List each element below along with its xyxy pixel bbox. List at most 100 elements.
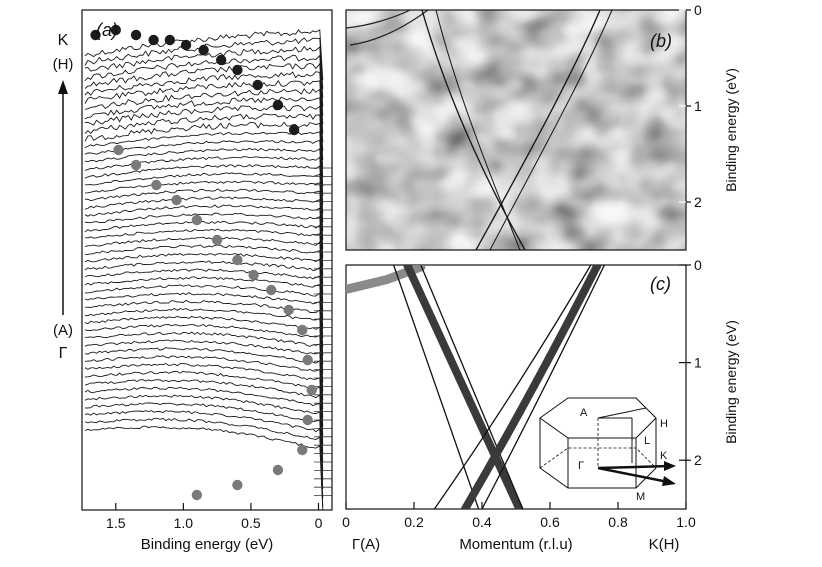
panel-a-x-tick-label: 1.5 [106,515,126,531]
panel-a-spectrum-curve [84,172,324,232]
panel-c-y-ticks: 0 1 2 [679,257,702,468]
panel-a-grey-dot [191,489,203,501]
panel-a-spectrum-curve [84,220,324,285]
panel-a-dispersion-dots [90,24,317,501]
panel-a-spectrum-curve [84,212,324,276]
panel-a-grey-dot [211,234,223,246]
bz-arrow-m [597,466,669,484]
panel-a-x-tick-label: 1.0 [174,515,194,531]
panel-a-spectrum-curve [84,260,324,330]
panel-a-spectrum-curve [84,370,324,454]
panel-a-spectrum-curve [85,228,324,294]
panel-a-x-tick-label: 0 [315,515,323,531]
panel-a-grey-dot [297,444,308,456]
panel-a-grey-dot [297,324,308,336]
panel-a: 1.5 1.0 0.5 0 (a) Binding energy (eV) K (H)… [53,9,333,553]
panel-a-spectrum-curve [84,253,324,321]
panel-a-dark-dot [288,124,300,136]
panel-a-dark-dot [180,39,192,51]
panel-a-label: (a) [96,20,118,40]
panel-a-spectrum-curve [84,339,324,419]
momentum-arrow-head [58,80,68,94]
panel-b-band-4 [489,10,613,250]
panel-a-spectrum-curve [84,307,324,383]
bz-arrow-k [597,464,671,470]
bz-label-k: K [660,450,668,462]
panel-a-dark-dot [272,99,284,111]
panel-c-x-ticks: 0 0.2 0.4 0.6 0.8 1.0 [342,502,696,530]
panel-a-spectrum-curve [84,268,324,338]
panel-a-spectrum-curve [84,188,324,250]
panel-c-band-thin [420,265,524,509]
panel-a-spectrum-curve [84,323,324,401]
bz-label-m: M [636,491,645,503]
panel-b-band-3 [475,10,601,250]
panel-b-band-arc-2 [346,10,411,29]
panel-a-spectrum-curve [84,71,324,125]
panel-a-dark-dot [110,24,121,36]
panel-a-spectrum-curve [84,236,324,303]
panel-a-grey-dot [151,179,162,191]
panel-a-spectrum-curve [84,139,324,196]
panel-c-bands [346,265,605,509]
panel-b-y-axis-title: Binding energy (eV) [723,68,739,192]
panel-b: 0 1 2 (b) Binding energy (eV) [345,2,739,251]
panel-c-x-tick-label: 1.0 [676,514,696,530]
panel-a-dark-dot [252,79,263,91]
panel-a-grey-dot [232,479,243,491]
label-a: (A) [53,322,73,339]
panel-a-grey-dot [248,269,259,281]
panel-a-x-axis-title: Binding energy (eV) [141,536,274,553]
panel-a-grey-dot [272,464,284,476]
panel-a-spectrum-curve [85,299,324,374]
panel-a-spectrum-curve [84,276,324,347]
panel-a-grey-dot [171,194,182,206]
panel-a-x-ticks: 1.5 1.0 0.5 0 [106,503,323,531]
panel-a-spectrum-curve [84,244,324,312]
panel-a-spectrum-curve [84,362,324,445]
panel-a-spectrum-curve [84,96,324,152]
panel-a-grey-dot [302,354,313,366]
panel-c-band-thin [392,265,480,509]
bz-label-gamma: Γ [578,460,584,472]
x-end-label-gamma-a: Γ(A) [352,536,380,553]
panel-a-grey-dot [302,414,313,426]
panel-b-y-tick-label: 2 [694,194,702,210]
panel-a-spectrum-curve [84,54,324,107]
panel-c-band-thin [481,265,605,509]
x-end-label-k-h: K(H) [649,536,680,553]
panel-a-spectrum-curve [84,87,324,143]
panel-a-spectrum-curve [84,131,324,187]
panel-a-dark-dot [164,34,176,46]
panel-c-y-tick-label: 1 [694,355,702,371]
label-k: K [58,32,69,49]
panel-a-dark-dot [215,54,227,66]
panel-a-spectrum-curve [84,180,324,241]
panel-a-spectrum-curve [84,331,324,410]
panel-c-x-axis-title: Momentum (r.l.u) [459,536,572,553]
panel-c-x-tick-label: 0.8 [608,514,628,530]
panel-b-y-ticks: 0 1 2 [679,2,702,210]
panel-c-band-thick [461,265,602,509]
panel-c-band-thick [403,265,524,509]
panel-a-spectrum-curve [84,425,324,510]
panel-a-dark-dot [232,64,243,76]
panel-c-y-tick-label: 2 [694,452,702,468]
panel-a-dark-dot [130,29,142,41]
panel-a-spectrum-curve [84,121,324,178]
panel-b-intensity-map [346,10,686,250]
panel-a-spectrum-curve [84,62,324,116]
bz-label-h: H [660,418,668,430]
panel-a-grey-dot [306,384,317,396]
panel-a-grey-dot [130,159,142,171]
panel-a-spectrum-curve [84,315,324,392]
panel-c-y-tick-label: 0 [694,257,702,273]
panel-a-dark-dot [198,44,209,56]
panel-b-y-tick-label: 0 [694,2,702,18]
label-gamma: Γ [59,345,68,362]
panel-a-grey-dot [113,144,124,156]
bz-label-a: A [580,407,588,419]
panel-b-band-arc-1 [349,10,429,46]
panel-a-spectrum-curve [84,402,324,490]
